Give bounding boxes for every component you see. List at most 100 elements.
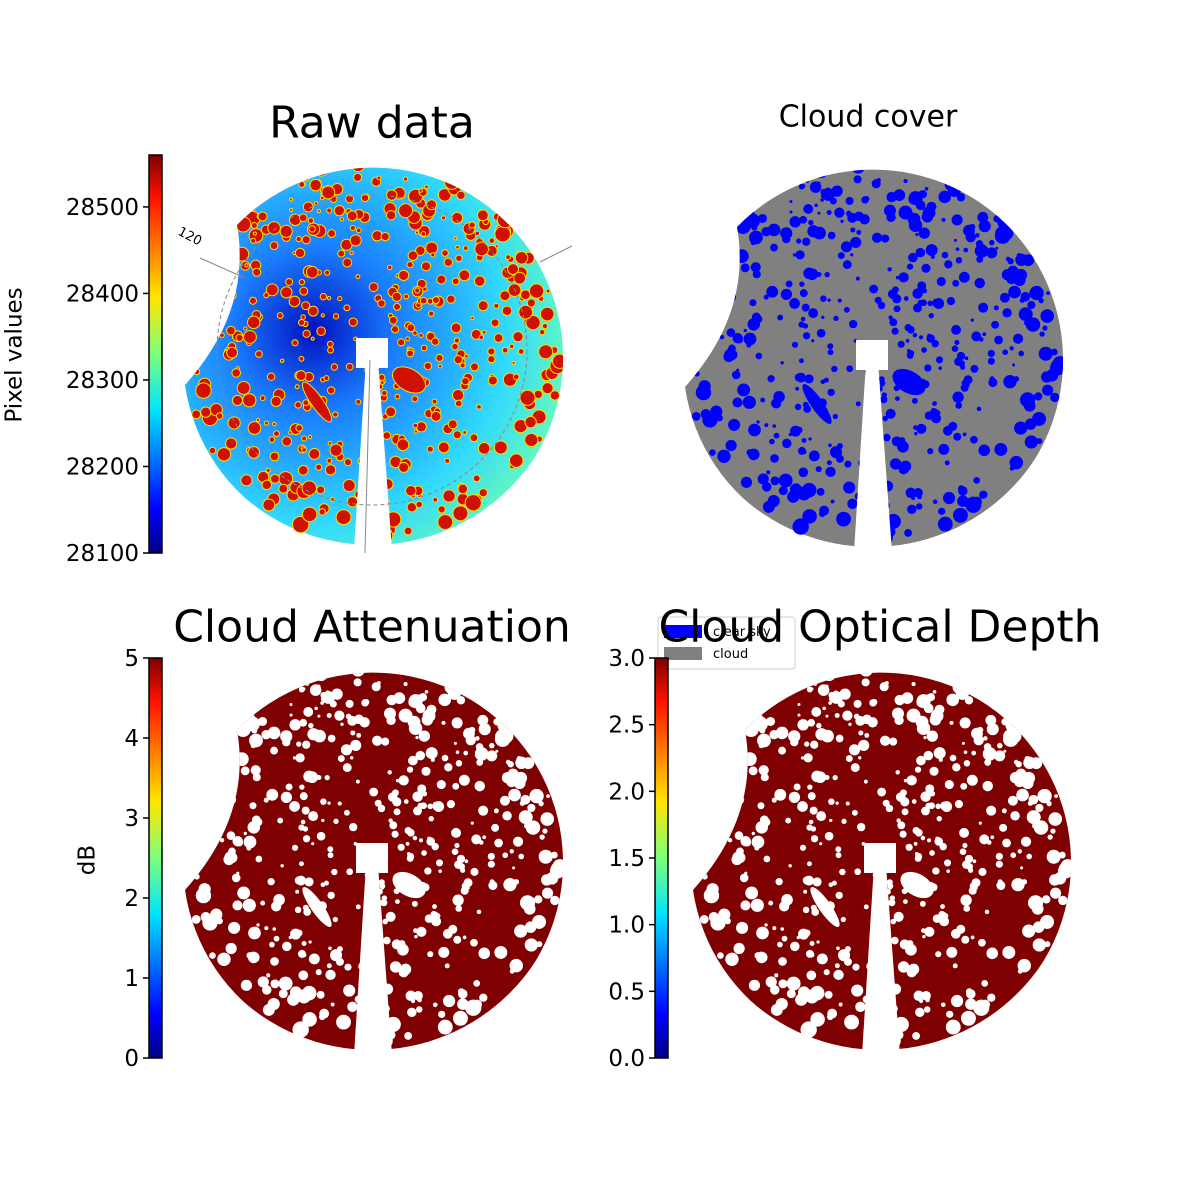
cloud-speck <box>452 1010 468 1026</box>
cloud-speck <box>1015 253 1028 267</box>
cloud-speck <box>255 417 261 423</box>
cloud-speck <box>513 271 527 285</box>
cloud-speck <box>273 935 280 942</box>
cloud-speck <box>881 392 888 398</box>
cloud-speck <box>423 361 433 371</box>
cloud-speck <box>298 970 309 981</box>
cloud-speck <box>937 516 953 532</box>
cloud-speck <box>786 976 801 991</box>
cloud-speck <box>796 935 800 940</box>
cloud-speck <box>470 938 478 947</box>
cloud-speck <box>970 435 978 444</box>
cloud-speck <box>195 382 212 399</box>
cloud-speck <box>307 217 315 224</box>
cloud-speck <box>226 794 237 805</box>
cloud-speck <box>952 763 961 772</box>
cloud-speck <box>801 449 807 455</box>
cloud-speck <box>462 935 467 940</box>
cloud-speck <box>248 296 257 305</box>
cloud-speck <box>431 916 442 927</box>
cloud-speck <box>899 830 907 838</box>
cloud-speck <box>377 804 386 813</box>
cloud-speck <box>932 499 938 505</box>
cloud-speck <box>921 990 931 1001</box>
cloud-speck <box>458 989 468 999</box>
cloud-speck <box>946 946 958 958</box>
cloud-speck <box>960 1010 976 1026</box>
cloud-speck <box>955 247 960 251</box>
cloud-speck <box>269 941 275 948</box>
cloud-speck <box>1007 265 1019 277</box>
cloud-speck <box>824 831 834 841</box>
cloud-speck <box>404 1032 413 1040</box>
cloud-speck <box>743 839 752 847</box>
cloud-speck <box>349 224 356 231</box>
cloud-speck <box>385 911 396 922</box>
cloud-speck <box>759 727 766 734</box>
cloud-speck <box>804 741 810 747</box>
cloud-speck <box>770 1004 783 1016</box>
cloud-speck <box>499 795 510 806</box>
cloud-speck <box>932 298 940 306</box>
cloud-speck <box>770 985 780 995</box>
cloud-speck <box>185 837 187 844</box>
cloud-speck <box>313 167 329 177</box>
cloud-speck <box>715 304 726 316</box>
cloud-speck <box>831 880 837 886</box>
cloud-speck <box>340 744 353 756</box>
cloud-speck <box>952 679 968 695</box>
cloud-speck <box>1016 788 1029 802</box>
cloud-speck <box>770 243 779 252</box>
cloud-speck <box>819 842 823 846</box>
cloud-speck <box>763 294 769 300</box>
cloud-speck <box>797 713 801 717</box>
cloud-speck <box>994 228 1011 244</box>
cloud-speck <box>1008 285 1021 299</box>
cloud-speck <box>824 990 833 999</box>
cloud-speck <box>1034 392 1043 401</box>
cloud-speck <box>414 230 420 235</box>
cloud-speck <box>386 715 396 725</box>
cloud-speck <box>871 232 883 243</box>
cloud-speck <box>906 351 914 359</box>
cloud-speck <box>425 747 438 760</box>
cloud-speck <box>993 305 999 311</box>
cloud-speck <box>347 715 358 726</box>
cloud-speck <box>914 289 920 296</box>
cloud-speck <box>938 757 943 762</box>
cloud-speck <box>243 326 248 331</box>
cloud-speck <box>969 882 978 890</box>
cloud-speck <box>279 224 293 238</box>
mask-wedge <box>354 865 392 1053</box>
cloud-speck <box>215 412 224 420</box>
cloud-speck <box>685 334 687 341</box>
cloud-speck <box>235 839 244 847</box>
cloud-speck <box>470 316 475 321</box>
cloud-speck <box>717 840 726 849</box>
cloud-speck <box>518 810 533 825</box>
cloud-speck <box>425 241 439 255</box>
legend: clear sky cloud <box>657 616 796 670</box>
cloud-speck <box>939 916 950 927</box>
cloud-speck <box>986 247 998 259</box>
cloud-speck <box>415 1006 423 1013</box>
cloud-speck <box>970 364 979 373</box>
cloud-speck <box>709 337 718 346</box>
cloud-speck <box>478 947 491 960</box>
cloud-speck <box>339 217 345 222</box>
tick-label: 28100 <box>66 541 139 567</box>
cloud-speck <box>227 253 234 261</box>
cloud-speck <box>808 308 819 319</box>
cloud-speck <box>414 287 421 294</box>
cloud-speck <box>349 822 358 832</box>
cloud-speck <box>386 264 393 271</box>
cloud-speck <box>926 334 936 343</box>
cloud-speck <box>301 235 311 245</box>
cloud-speck <box>271 421 277 427</box>
cloud-speck <box>455 760 463 767</box>
cloud-speck <box>827 298 831 302</box>
cloud-speck <box>413 928 418 933</box>
cloud-speck <box>886 191 897 203</box>
cloud-speck <box>216 917 223 925</box>
sky-image <box>185 167 564 548</box>
